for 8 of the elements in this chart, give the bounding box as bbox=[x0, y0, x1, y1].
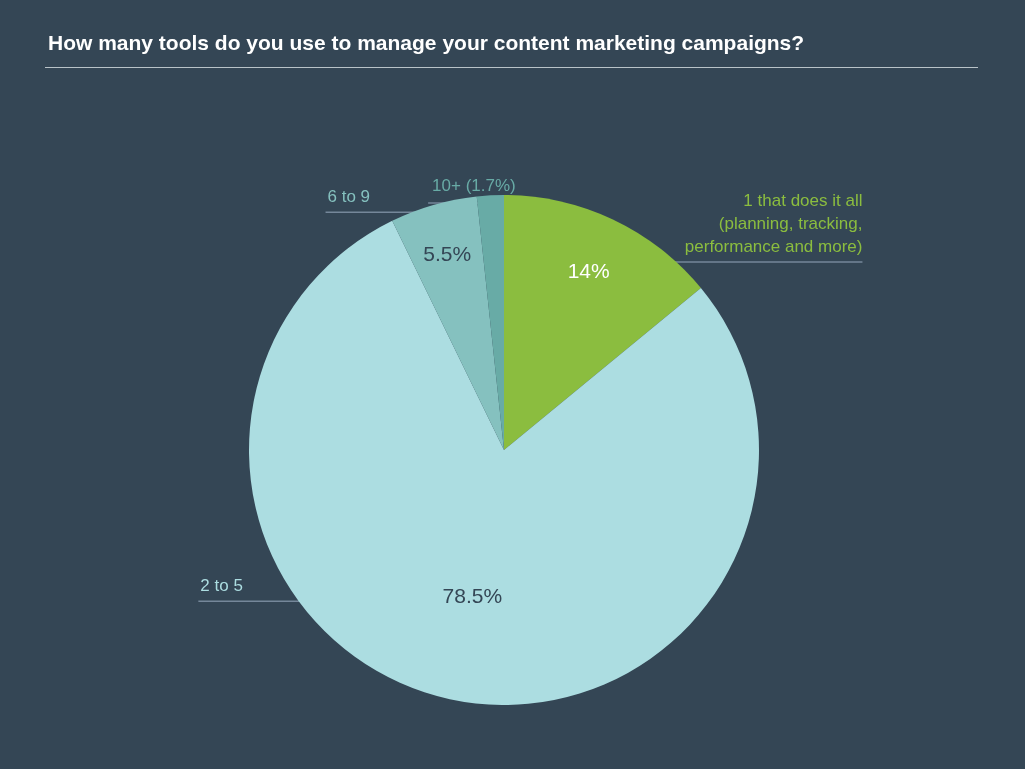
chart-title: How many tools do you use to manage your content marketing campaigns? bbox=[45, 22, 978, 68]
slice-label: 1 that does it all (planning, tracking, performance and more) bbox=[684, 191, 863, 257]
data-label: 78.5% bbox=[442, 583, 503, 607]
slice-label: 6 to 9 bbox=[327, 187, 371, 207]
data-label: 14% bbox=[567, 259, 610, 283]
slice-label: 10+ (1.7%) bbox=[432, 176, 516, 195]
slice-label: 2 to 5 bbox=[200, 576, 243, 596]
data-label: 5.5% bbox=[423, 241, 472, 265]
